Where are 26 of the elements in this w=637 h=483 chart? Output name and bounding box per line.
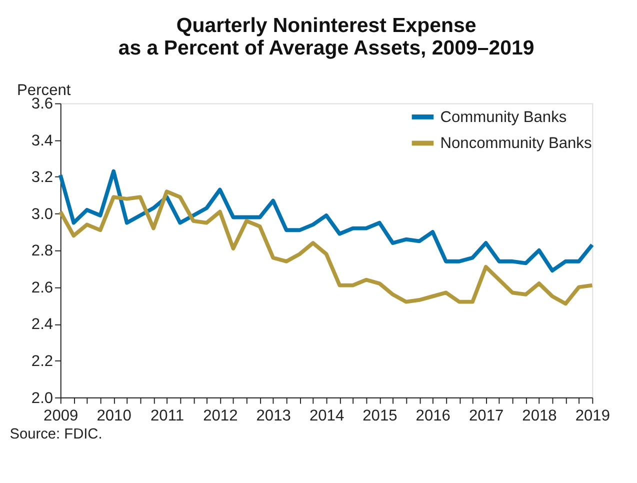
x-tick-label: 2013: [256, 407, 291, 424]
x-tick-label: 2017: [468, 407, 504, 424]
x-tick-label: 2018: [522, 407, 557, 424]
x-tick-label: 2015: [362, 407, 398, 424]
x-tick-label: 2016: [416, 407, 450, 424]
text: as a Percent of Average Assets, 2009–2019: [118, 36, 534, 60]
x-tick-label: 2011: [150, 407, 184, 424]
y-tick-label: 2.6: [31, 279, 54, 296]
y-tick-label: 3.2: [31, 169, 54, 186]
text: Quarterly Noninterest Expense: [176, 14, 476, 38]
line-series: [58, 169, 594, 273]
x-tick-label: 2019: [575, 407, 610, 424]
y-tick-label: 2.0: [31, 390, 54, 407]
source-note: Source: FDIC.: [10, 426, 102, 442]
y-tick-label: 3.0: [31, 206, 54, 223]
y-tick-label: 3.4: [31, 132, 54, 150]
y-tick-label: 2.4: [31, 316, 54, 334]
line-series: [58, 190, 594, 306]
x-tick-label: 2012: [203, 407, 238, 424]
legend-label: Noncommunity Banks: [440, 135, 592, 152]
x-tick-label: 2009: [44, 407, 78, 424]
x-tick-label: 2010: [96, 407, 132, 424]
x-tick-label: 2014: [309, 407, 344, 424]
y-tick-label: 2.2: [31, 353, 54, 370]
legend-label: Community Banks: [440, 108, 567, 126]
y-tick-label: 2.8: [31, 242, 54, 260]
